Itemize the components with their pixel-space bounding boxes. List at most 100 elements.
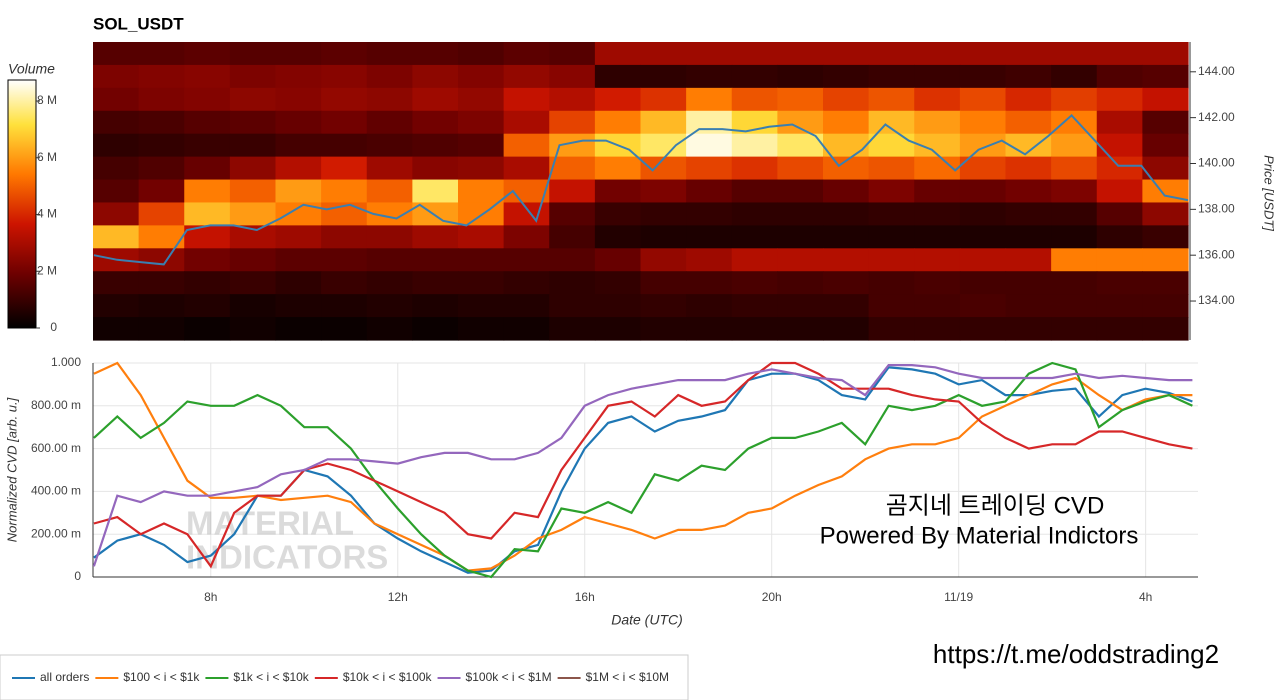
heat-cell [914,64,961,89]
heat-cell [777,248,824,272]
heat-cell [549,42,596,66]
heat-cell [959,294,1007,318]
heat-cell [412,156,459,181]
heat-cell [138,133,185,158]
heat-cell [1142,87,1189,112]
heat-cell [686,294,733,318]
heat-cell [959,64,1007,89]
heat-cell [1096,271,1143,295]
heat-cell [777,64,824,89]
heat-cell [184,317,231,341]
heat-cell [1142,294,1189,318]
y2-tick-label: 134.00 [1198,293,1235,307]
heat-cell [823,248,870,272]
heat-cell [868,87,915,112]
heat-cell [959,42,1007,66]
heat-cell [731,225,778,249]
heat-cell [458,248,505,272]
heat-cell [686,110,733,135]
annotation: Powered By Material Indictors [820,522,1139,549]
y2-axis-label: Price [USDT] [1262,155,1277,231]
heat-cell [731,202,778,226]
heat-cell [229,156,277,181]
heat-cell [366,225,413,249]
heat-cell [503,225,550,249]
heat-cell [458,110,505,135]
heat-cell [1051,179,1098,204]
heat-cell [823,179,870,204]
heat-cell [366,202,413,226]
heat-cell [275,271,322,295]
heat-cell [549,317,596,341]
heat-cell [868,271,915,295]
heat-cell [1005,42,1052,66]
heat-cell [823,133,870,158]
colorbar [7,79,37,329]
heat-cell [1142,317,1189,341]
heat-cell [914,271,961,295]
heat-cell [1051,317,1098,341]
x-tick-label: 11/19 [944,590,973,604]
heat-cell [777,42,824,66]
heat-cell [640,42,687,66]
heat-cell [823,294,870,318]
heat-cell [321,317,368,341]
heat-cell [184,133,231,158]
x-tick-label: 20h [762,590,782,604]
heat-cell [503,294,550,318]
heat-cell [366,317,413,341]
heat-cell [412,179,459,204]
heat-cell [1096,317,1143,341]
heat-cell [275,64,322,89]
heat-cell [275,156,322,181]
heat-cell [1096,225,1143,249]
heat-cell [93,110,140,135]
heat-cell [868,317,915,341]
heat-cell [184,64,231,89]
heat-cell [184,271,231,295]
heat-cell [914,179,961,204]
heat-cell [868,225,915,249]
y2-tick-label: 140.00 [1198,156,1235,170]
chart-title: SOL_USDT [93,14,184,33]
heat-cell [1142,64,1189,89]
heat-cell [1005,294,1052,318]
heat-cell [686,64,733,89]
heat-cell [1005,271,1052,295]
heat-cell [229,248,277,272]
heat-cell [138,87,185,112]
heat-cell [1096,42,1143,66]
heat-cell [594,317,642,341]
heat-cell [640,248,687,272]
heat-cell [959,271,1007,295]
heat-cell [594,110,642,135]
heat-cell [1051,64,1098,89]
heat-cell [1051,271,1098,295]
y2-tick-label: 138.00 [1198,202,1235,216]
heat-cell [777,110,824,135]
heat-cell [868,202,915,226]
heat-cell [458,42,505,66]
heat-cell [823,225,870,249]
heat-cell [366,87,413,112]
heat-cell [823,64,870,89]
heat-cell [731,64,778,89]
heat-cell [1051,225,1098,249]
heat-cell [321,248,368,272]
heat-cell [321,294,368,318]
heat-cell [731,110,778,135]
heat-cell [184,42,231,66]
heat-cell [412,225,459,249]
heat-cell [594,179,642,204]
heat-cell [868,156,915,181]
heat-cell [731,156,778,181]
heat-cell [275,248,322,272]
heat-cell [138,294,185,318]
heat-cell [503,64,550,89]
heat-cell [138,110,185,135]
heat-cell [93,271,140,295]
heat-cell [93,202,140,226]
heat-cell [138,225,185,249]
y-tick-label: 200.00 m [31,526,81,540]
